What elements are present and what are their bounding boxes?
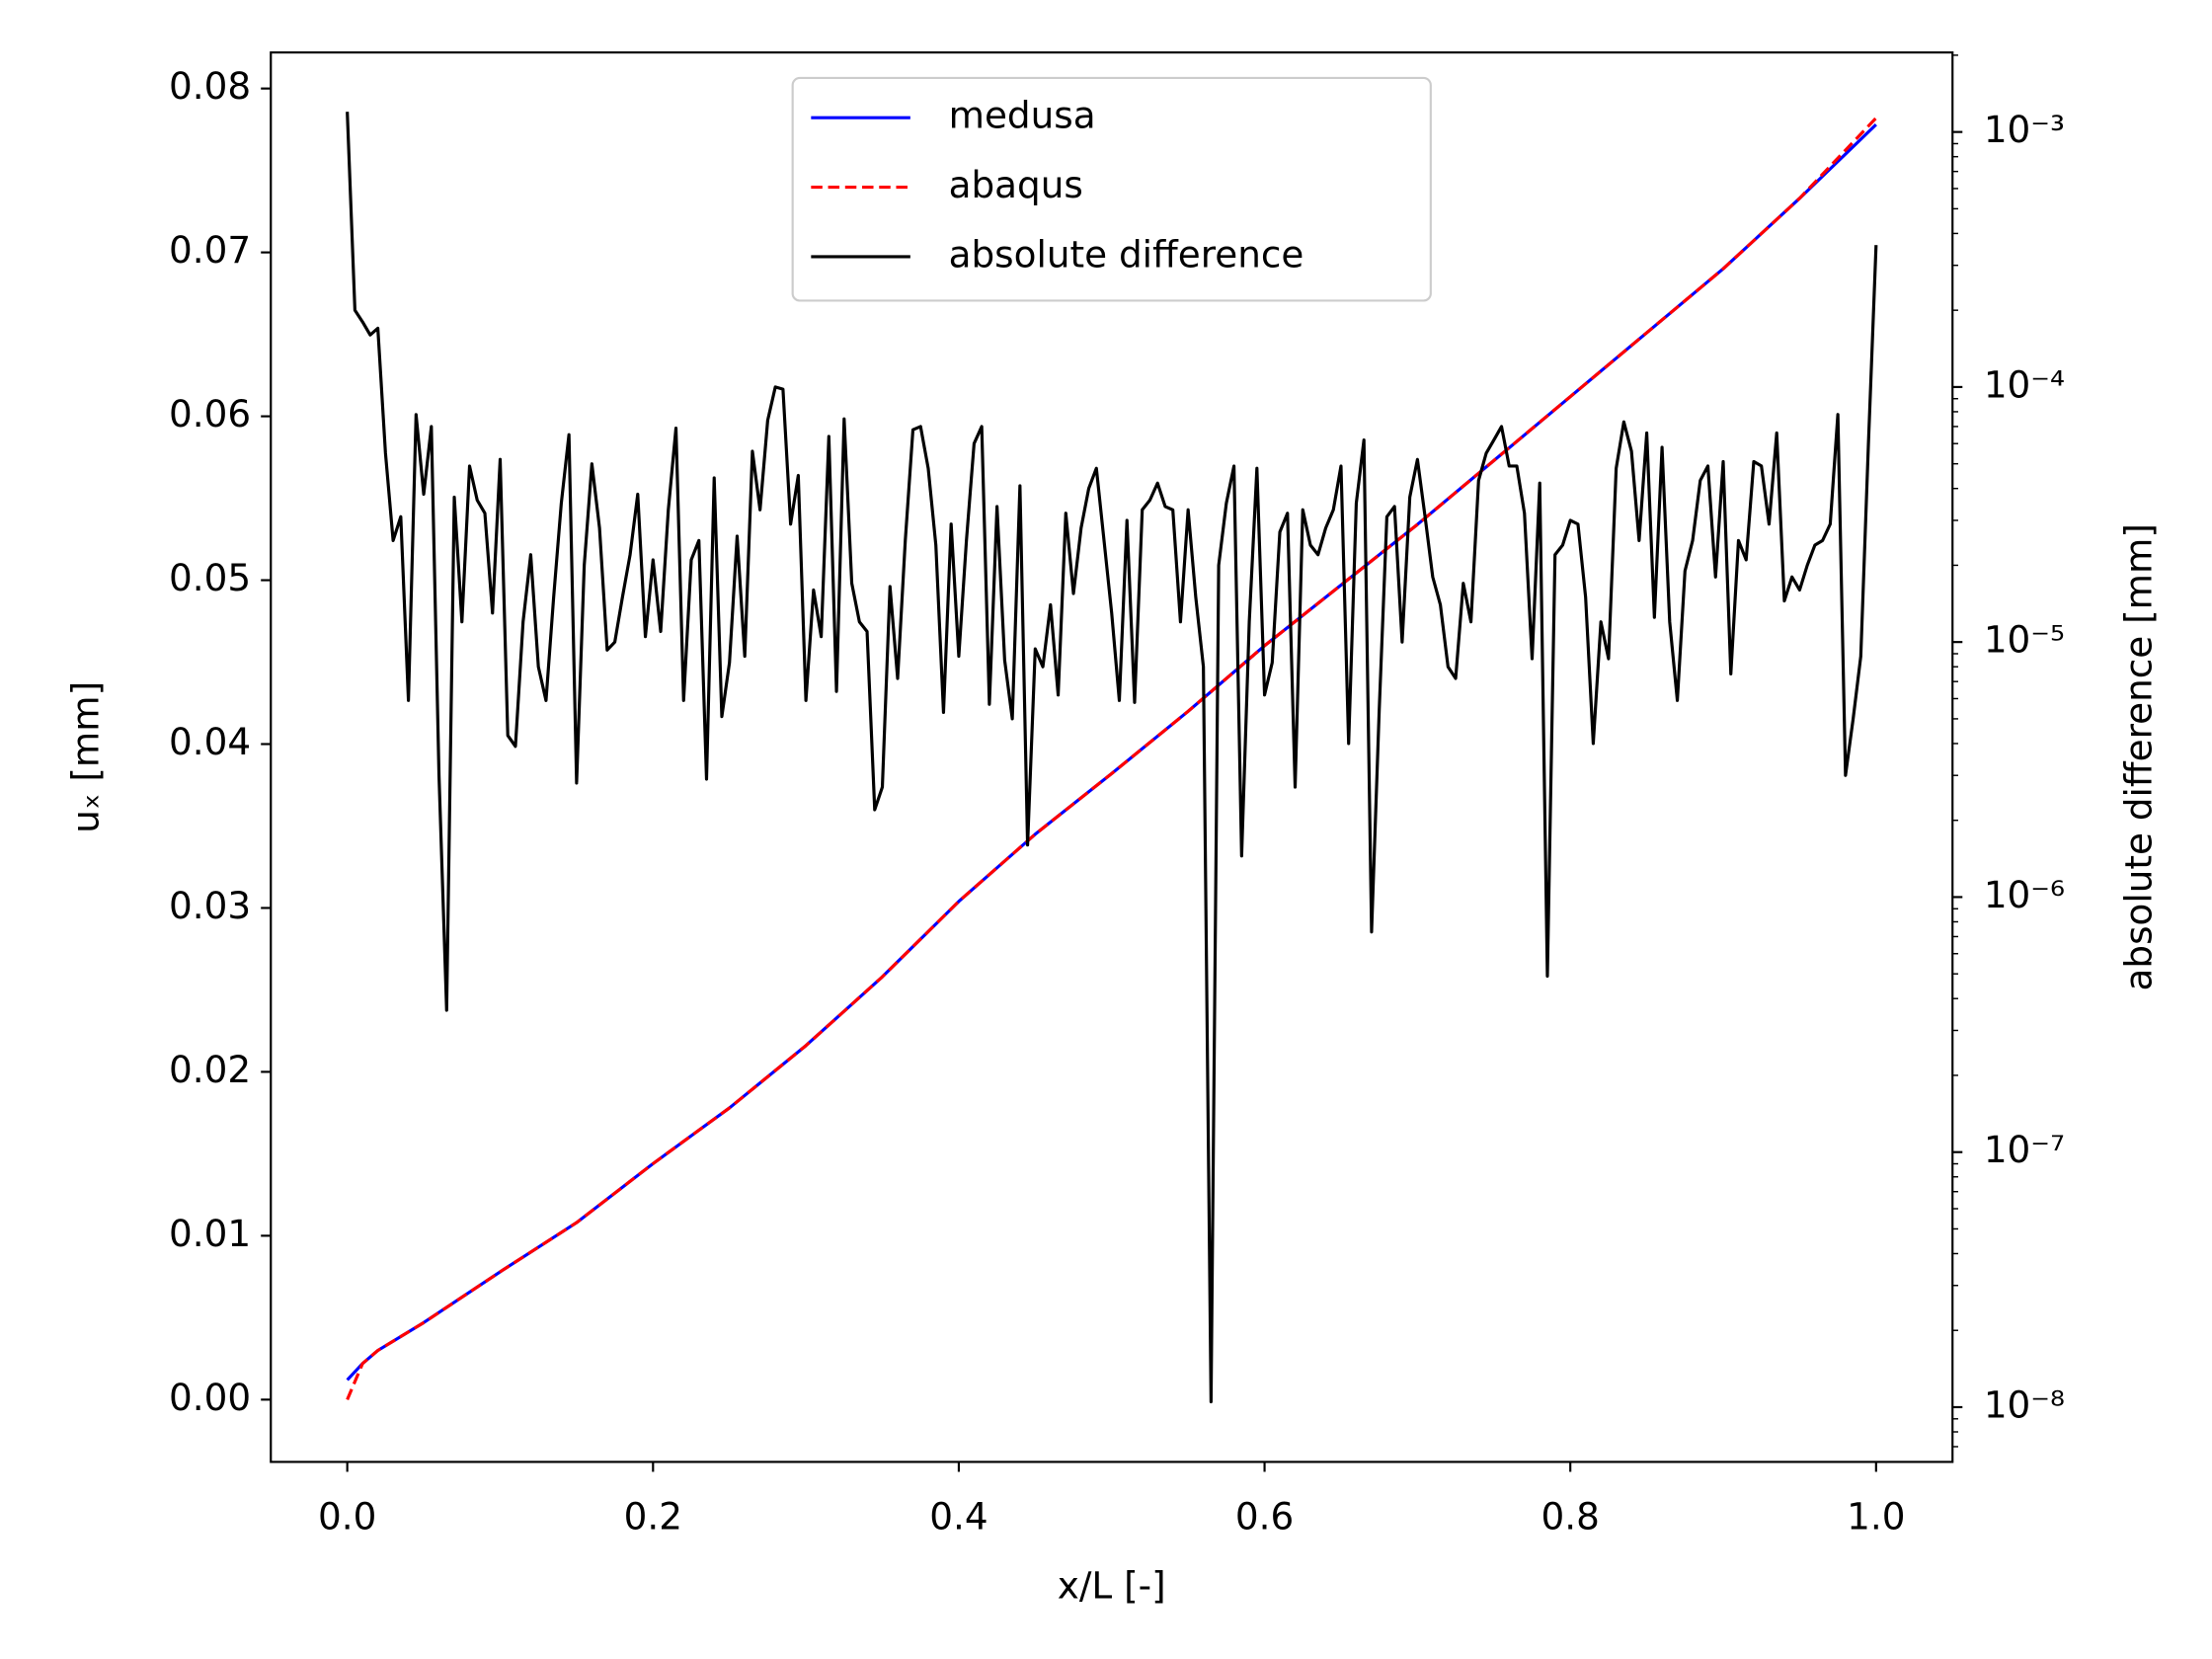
y2-tick-label: 10⁻⁴ bbox=[1984, 362, 2065, 406]
legend-label: medusa bbox=[949, 94, 1096, 137]
x-tick-label: 0.6 bbox=[1235, 1494, 1294, 1538]
y-tick-label: 0.01 bbox=[169, 1212, 251, 1255]
series-line bbox=[346, 117, 1877, 1400]
legend-box bbox=[791, 76, 1432, 302]
legend-label: absolute difference bbox=[949, 232, 1304, 276]
x-axis-label: x/L [-] bbox=[1058, 1564, 1166, 1608]
y-axis-label: uₓ [mm] bbox=[64, 681, 108, 833]
y2-tick-label: 10⁻⁵ bbox=[1984, 618, 2065, 662]
y2-tick-label: 10⁻⁶ bbox=[1984, 873, 2065, 916]
y2-tick-label: 10⁻⁸ bbox=[1984, 1382, 2065, 1426]
series-line bbox=[346, 112, 1878, 1404]
y-tick-label: 0.08 bbox=[169, 64, 251, 108]
x-tick-label: 0.4 bbox=[929, 1494, 988, 1538]
y-tick-label: 0.03 bbox=[169, 884, 251, 927]
x-tick-label: 0.0 bbox=[318, 1494, 376, 1538]
y2-axis-label: absolute difference [mm] bbox=[2117, 523, 2161, 990]
plot-frame bbox=[270, 51, 1954, 1463]
y-tick-label: 0.05 bbox=[169, 556, 251, 599]
y-tick-label: 0.06 bbox=[169, 392, 251, 435]
y-tick-label: 0.02 bbox=[169, 1048, 251, 1091]
y-tick-label: 0.04 bbox=[169, 720, 251, 763]
x-tick-label: 0.2 bbox=[624, 1494, 682, 1538]
x-tick-label: 0.8 bbox=[1541, 1494, 1600, 1538]
y2-tick-label: 10⁻⁷ bbox=[1984, 1128, 2065, 1171]
y-tick-label: 0.07 bbox=[169, 228, 251, 272]
x-tick-label: 1.0 bbox=[1847, 1494, 1905, 1538]
y-tick-label: 0.00 bbox=[169, 1376, 251, 1419]
legend-label: abaqus bbox=[949, 163, 1083, 206]
y2-tick-label: 10⁻³ bbox=[1984, 108, 2065, 151]
